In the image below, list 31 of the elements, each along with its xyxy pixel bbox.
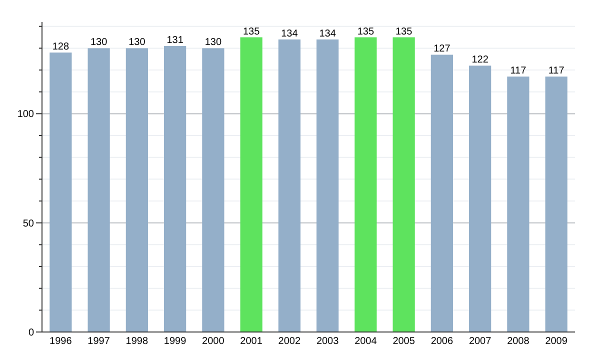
data-label: 117 (510, 66, 527, 77)
x-tick-label: 2002 (278, 336, 301, 347)
x-tick-label: 1999 (164, 336, 187, 347)
data-label: 135 (242, 26, 260, 38)
x-tick-label: 2003 (316, 336, 340, 347)
x-tick-label: 2008 (507, 336, 530, 347)
y-tick-label: 0 (28, 328, 34, 338)
x-tick-label: 2006 (430, 336, 454, 347)
x-tick-label: 1996 (50, 336, 72, 347)
y-tick-label: 100 (17, 109, 34, 120)
data-label: 131 (166, 35, 184, 46)
x-tick-label: 1997 (88, 336, 110, 347)
data-label: 134 (319, 28, 336, 40)
data-label: 135 (395, 26, 413, 38)
data-label: 134 (281, 28, 298, 40)
x-tick-label: 2007 (468, 336, 492, 347)
data-label: 130 (128, 37, 146, 48)
y-tick-label: 50 (22, 218, 34, 230)
data-label: 117 (548, 66, 565, 77)
x-tick-label: 2005 (392, 336, 416, 347)
x-tick-label: 2009 (545, 336, 568, 347)
data-label: 127 (434, 44, 451, 55)
data-label: 135 (357, 26, 374, 38)
data-label: 128 (52, 42, 70, 53)
data-label: 122 (472, 54, 489, 66)
x-tick-label: 2001 (240, 336, 263, 347)
x-tick-label: 2004 (354, 336, 378, 347)
x-tick-label: 2000 (202, 336, 225, 347)
data-label: 130 (90, 37, 108, 48)
data-label: 130 (204, 37, 222, 48)
x-tick-label: 1998 (126, 336, 148, 347)
